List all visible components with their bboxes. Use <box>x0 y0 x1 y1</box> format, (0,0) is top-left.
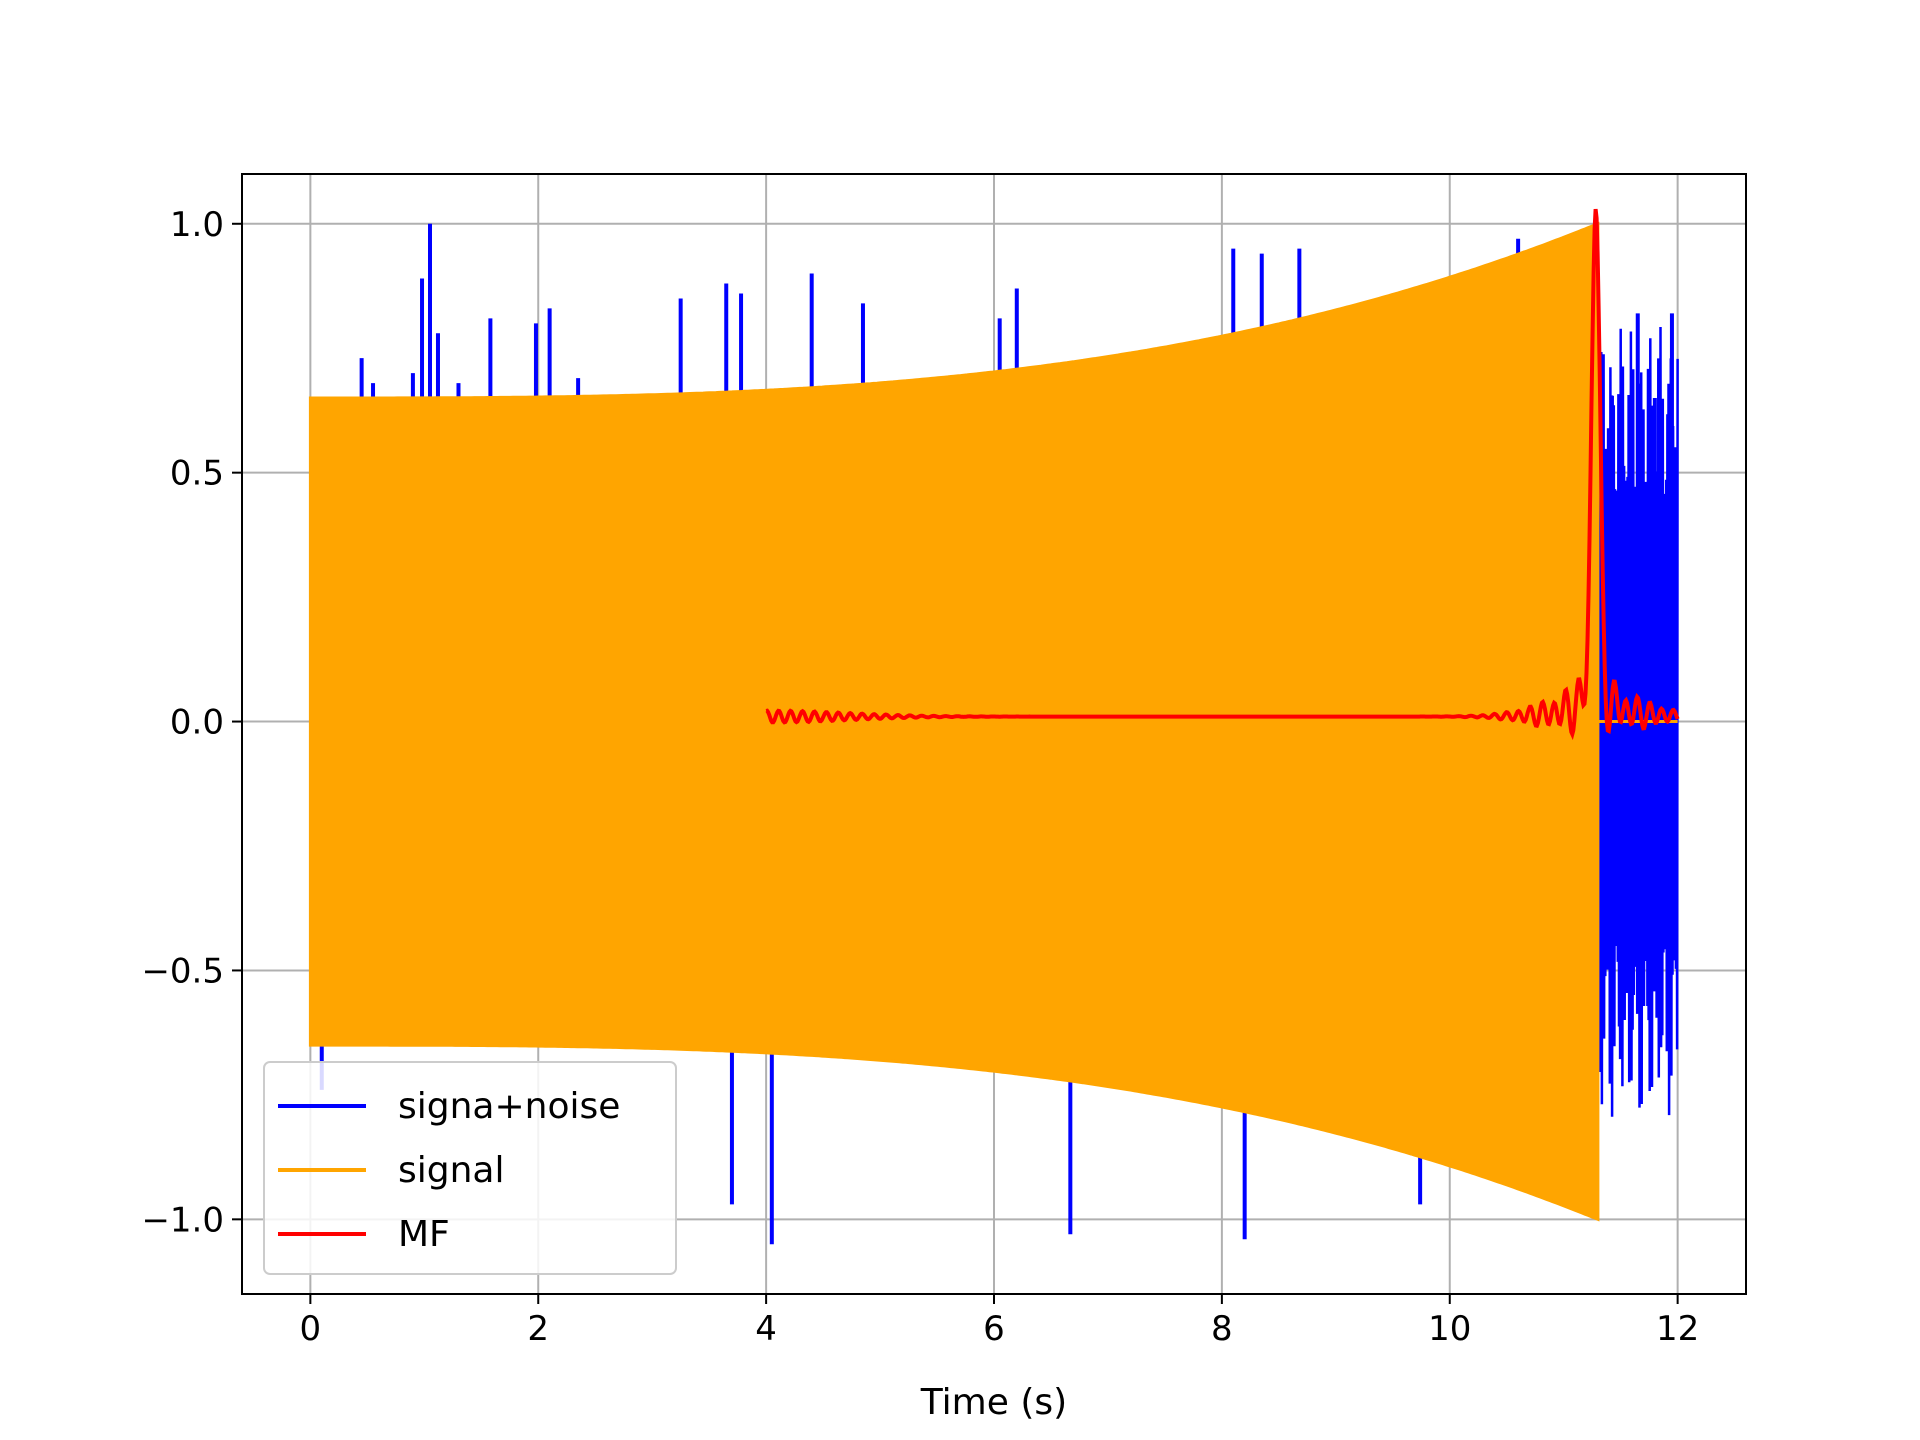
x-tick-label: 10 <box>1428 1309 1471 1349</box>
legend: signa+noise signal MF <box>263 1061 677 1275</box>
MF-line <box>765 208 1680 741</box>
series-signal <box>308 221 1678 1222</box>
x-tick-label: 4 <box>755 1309 777 1349</box>
y-tick-label: −1.0 <box>141 1200 224 1240</box>
legend-label: signa+noise <box>398 1086 620 1127</box>
series-MF <box>765 208 1680 741</box>
y-tick-label: −0.5 <box>141 951 224 991</box>
legend-box <box>263 1061 677 1275</box>
x-tick-label: 0 <box>300 1309 322 1349</box>
y-tick-label: 0.0 <box>170 703 224 743</box>
legend-label: MF <box>398 1214 450 1255</box>
x-tick-label: 2 <box>527 1309 549 1349</box>
y-tick-label: 0.5 <box>170 454 224 494</box>
x-axis-label: Time (s) <box>920 1382 1067 1423</box>
ticks-layer: 0 2 4 6 8 10 12 −1.0 −0.5 0.0 0.5 1.0 <box>141 205 1699 1349</box>
signal-fill <box>308 221 1600 1222</box>
y-tick-label: 1.0 <box>170 205 224 245</box>
x-tick-label: 8 <box>1211 1309 1233 1349</box>
series-layer <box>308 208 1680 1245</box>
x-tick-label: 12 <box>1656 1309 1699 1349</box>
x-tick-label: 6 <box>983 1309 1005 1349</box>
legend-label: signal <box>398 1150 505 1191</box>
